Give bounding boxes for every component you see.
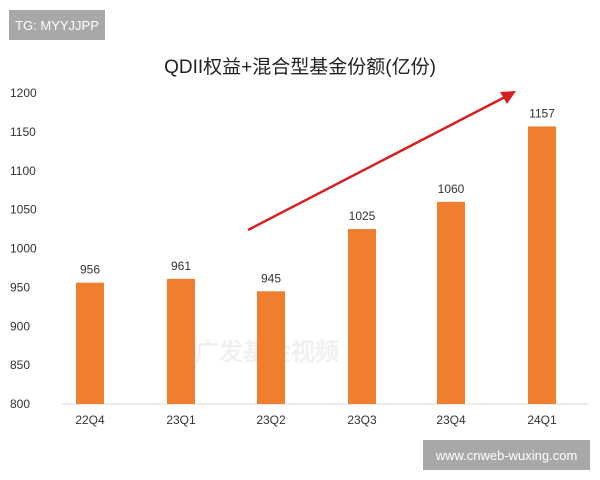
- x-tick-label: 23Q3: [347, 413, 377, 427]
- bar-23Q1: [167, 278, 195, 404]
- data-label: 945: [261, 271, 281, 285]
- watermark-site: www.cnweb-wuxing.com: [423, 440, 590, 470]
- bar-24Q1: [528, 126, 556, 405]
- x-tick-label: 23Q4: [436, 413, 466, 427]
- x-tick-label: 23Q2: [256, 413, 286, 427]
- y-tick-label: 800: [10, 397, 30, 411]
- watermark-tag: TG: MYYJJPP: [9, 10, 105, 40]
- y-tick-label: 1050: [10, 203, 37, 217]
- y-tick-label: 900: [10, 319, 30, 333]
- trend-arrow-line: [247, 95, 506, 232]
- bar-23Q2: [257, 291, 285, 404]
- data-label: 961: [171, 259, 191, 273]
- bar-23Q4: [437, 201, 465, 404]
- data-label: 1060: [438, 182, 465, 196]
- y-tick-label: 1200: [10, 86, 37, 100]
- x-tick-label: 23Q1: [166, 413, 196, 427]
- y-tick-label: 1000: [10, 242, 37, 256]
- data-label: 956: [80, 263, 100, 277]
- y-tick-label: 850: [10, 358, 30, 372]
- y-tick-label: 950: [10, 280, 30, 294]
- data-label: 1157: [529, 106, 555, 120]
- chart-title: QDII权益+混合型基金份额(亿份): [164, 57, 436, 78]
- x-tick-label: 22Q4: [75, 413, 105, 427]
- x-tick-label: 24Q1: [527, 413, 557, 427]
- trend-arrow-head: [500, 91, 516, 104]
- bar-22Q4: [76, 282, 104, 404]
- y-tick-label: 1100: [10, 164, 36, 178]
- y-tick-label: 1150: [10, 125, 36, 139]
- bar-23Q3: [348, 229, 376, 404]
- data-label: 1025: [349, 209, 376, 223]
